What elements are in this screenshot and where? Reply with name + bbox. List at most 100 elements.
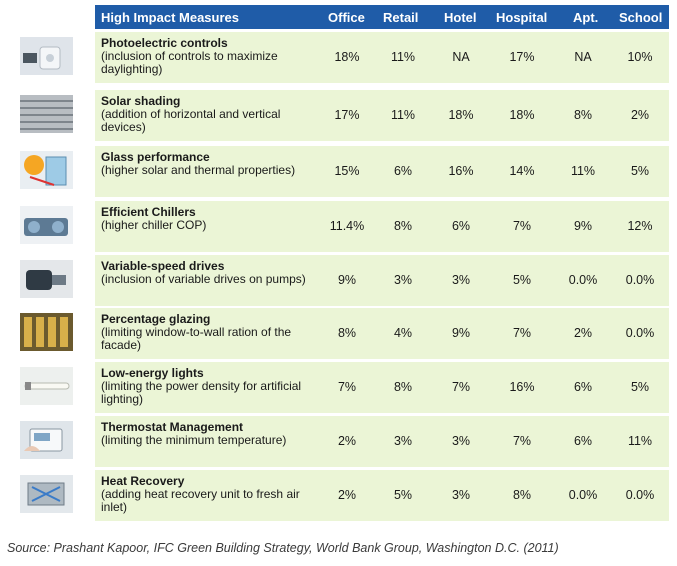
value-cell: 5% <box>630 380 650 394</box>
row-background <box>95 146 669 197</box>
value-cell: 7% <box>512 434 532 448</box>
measure-title: Glass performance <box>101 150 210 164</box>
row-background <box>95 32 669 83</box>
row-background <box>95 416 669 467</box>
value-cell: 5% <box>393 488 413 502</box>
value-cell: 3% <box>451 273 471 287</box>
value-cell: 0.0% <box>625 273 655 287</box>
value-cell: 11% <box>390 108 416 122</box>
measure-cell: Efficient Chillers (higher chiller COP) <box>101 206 321 232</box>
value-cell: 11% <box>390 50 416 64</box>
thermostat-icon <box>20 421 73 459</box>
value-cell: 6% <box>451 219 471 233</box>
value-cell: 7% <box>512 219 532 233</box>
value-cell: 18% <box>448 108 474 122</box>
measure-title: Solar shading <box>101 94 181 108</box>
source-note: Source: Prashant Kapoor, IFC Green Build… <box>7 541 559 555</box>
value-cell: 15% <box>334 164 360 178</box>
value-cell: 2% <box>630 108 650 122</box>
table-row: Variable-speed drives (inclusion of varia… <box>18 255 669 306</box>
value-cell: 16% <box>448 164 474 178</box>
value-cell: 8% <box>573 108 593 122</box>
value-cell: 0.0% <box>625 326 655 340</box>
value-cell: 11% <box>570 164 596 178</box>
measure-description: (limiting window-to-wall ration of the f… <box>101 325 292 352</box>
pump-drive-icon <box>20 260 73 298</box>
measure-description: (adding heat recovery unit to fresh air … <box>101 487 300 514</box>
row-background <box>95 90 669 141</box>
value-cell: 17% <box>334 108 360 122</box>
value-cell: 5% <box>512 273 532 287</box>
header-office: Office <box>328 10 365 25</box>
value-cell: NA <box>574 50 592 64</box>
measure-title: Thermostat Management <box>101 420 244 434</box>
row-background <box>95 362 669 413</box>
value-cell: 3% <box>393 434 413 448</box>
value-cell: NA <box>452 50 470 64</box>
measure-cell: Glass performance (higher solar and therm… <box>101 151 321 177</box>
value-cell: 10% <box>627 50 653 64</box>
measure-description: (addition of horizontal and vertical dev… <box>101 107 281 134</box>
measure-description: (limiting the minimum temperature) <box>101 433 287 447</box>
solar-shading-icon <box>20 95 73 133</box>
value-cell: 18% <box>334 50 360 64</box>
value-cell: 2% <box>337 488 357 502</box>
value-cell: 17% <box>509 50 535 64</box>
value-cell: 2% <box>337 434 357 448</box>
header-measure: High Impact Measures <box>101 10 239 25</box>
header-hotel: Hotel <box>444 10 477 25</box>
table-row: Heat Recovery (adding heat recovery unit … <box>18 470 669 521</box>
value-cell: 3% <box>451 488 471 502</box>
measure-cell: Heat Recovery (adding heat recovery unit … <box>101 475 321 514</box>
value-cell: 0.0% <box>568 273 598 287</box>
measure-cell: Photoelectric controls (inclusion of cont… <box>101 37 321 76</box>
measure-title: Photoelectric controls <box>101 36 228 50</box>
value-cell: 3% <box>393 273 413 287</box>
value-cell: 16% <box>509 380 535 394</box>
value-cell: 11.4% <box>329 219 365 233</box>
value-cell: 14% <box>509 164 535 178</box>
value-cell: 11% <box>627 434 653 448</box>
value-cell: 8% <box>393 380 413 394</box>
measure-cell: Low-energy lights (limiting the power den… <box>101 367 321 406</box>
value-cell: 8% <box>337 326 357 340</box>
row-background <box>95 255 669 306</box>
measure-title: Variable-speed drives <box>101 259 225 273</box>
value-cell: 2% <box>573 326 593 340</box>
value-cell: 4% <box>393 326 413 340</box>
glazed-facade-icon <box>20 313 73 351</box>
value-cell: 8% <box>393 219 413 233</box>
measure-description: (inclusion of controls to maximize dayli… <box>101 49 278 76</box>
fluorescent-lamp-icon <box>20 367 73 405</box>
value-cell: 0.0% <box>568 488 598 502</box>
value-cell: 8% <box>512 488 532 502</box>
measure-description: (limiting the power density for artifici… <box>101 379 302 406</box>
table-header: High Impact Measures Office Retail Hotel… <box>95 5 669 29</box>
row-background <box>95 201 669 252</box>
value-cell: 7% <box>512 326 532 340</box>
table-row: Efficient Chillers (higher chiller COP) 11… <box>18 201 669 252</box>
value-cell: 9% <box>337 273 357 287</box>
value-cell: 6% <box>393 164 413 178</box>
row-background <box>95 308 669 359</box>
value-cell: 18% <box>509 108 535 122</box>
row-background <box>95 470 669 521</box>
measure-title: Percentage glazing <box>101 312 211 326</box>
table-row: Solar shading (addition of horizontal and… <box>18 90 669 141</box>
header-school: School <box>619 10 663 25</box>
glass-sun-icon <box>20 151 73 189</box>
header-apt: Apt. <box>573 10 599 25</box>
heat-recovery-unit-icon <box>20 475 73 513</box>
chiller-icon <box>20 206 73 244</box>
measure-description: (higher solar and thermal properties) <box>101 163 296 177</box>
table-row: Glass performance (higher solar and therm… <box>18 146 669 197</box>
value-cell: 7% <box>451 380 471 394</box>
measure-cell: Thermostat Management (limiting the minim… <box>101 421 321 447</box>
measure-cell: Percentage glazing (limiting window-to-wa… <box>101 313 321 352</box>
value-cell: 9% <box>451 326 471 340</box>
value-cell: 12% <box>627 219 653 233</box>
value-cell: 3% <box>451 434 471 448</box>
value-cell: 6% <box>573 380 593 394</box>
measure-title: Heat Recovery <box>101 474 185 488</box>
table-row: Low-energy lights (limiting the power den… <box>18 362 669 413</box>
